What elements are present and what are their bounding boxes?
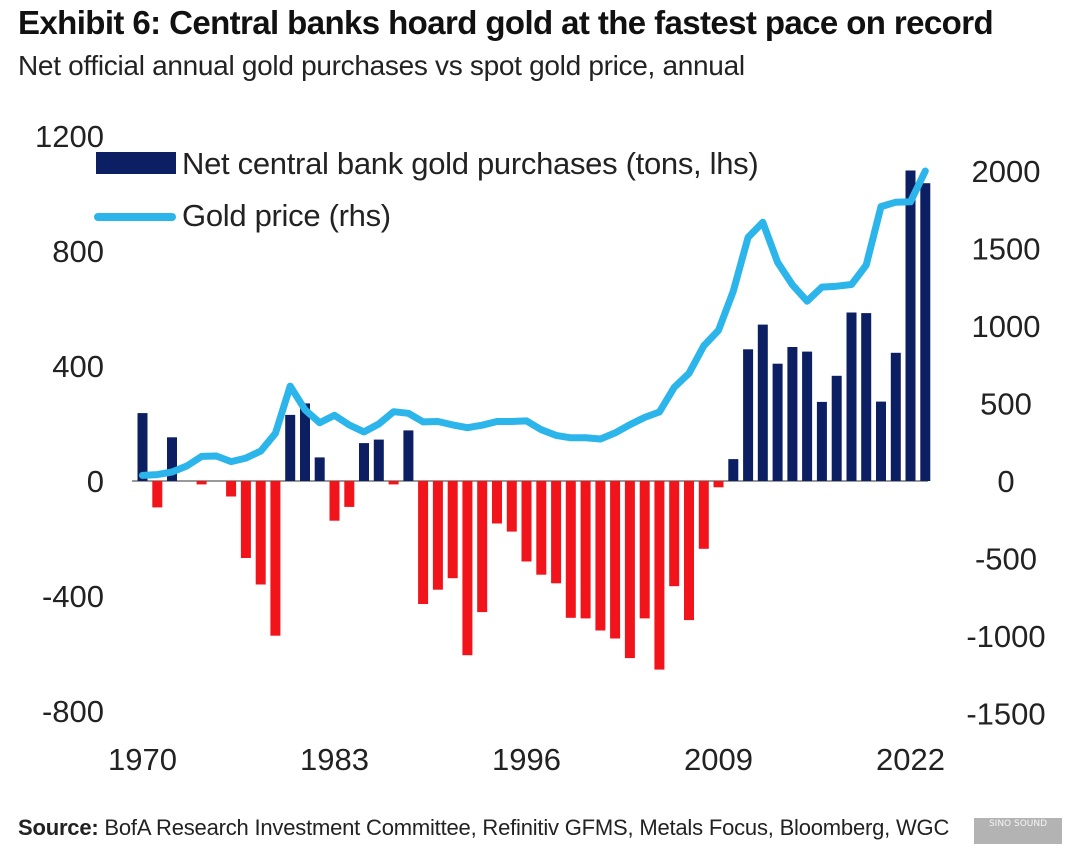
bar-1991 — [447, 481, 458, 579]
bar-2019 — [861, 313, 872, 481]
x-tick-label: 1970 — [108, 742, 177, 777]
bar-2018 — [846, 312, 857, 481]
bar-2000 — [580, 481, 591, 619]
bar-2012 — [757, 324, 768, 481]
bar-2017 — [831, 375, 842, 481]
source-note: Source: BofA Research Investment Committ… — [18, 815, 949, 841]
left-tick-label: 1200 — [35, 119, 104, 154]
bar-2009 — [713, 481, 724, 488]
right-tick-label: -500 — [975, 542, 1037, 577]
bar-2010 — [728, 459, 739, 481]
bar-2011 — [743, 349, 754, 481]
bar-1982 — [314, 457, 325, 481]
bar-1978 — [255, 481, 266, 585]
bar-2022 — [905, 170, 916, 481]
right-tick-label: 500 — [980, 387, 1032, 422]
source-text: BofA Research Investment Committee, Refi… — [98, 815, 950, 840]
bar-2005 — [654, 481, 665, 670]
bar-1972 — [167, 437, 177, 481]
bar-1995 — [506, 481, 517, 532]
bar-1990 — [432, 481, 443, 590]
bar-1971 — [152, 481, 163, 508]
watermark-logo: SINO SOUND — [974, 818, 1062, 844]
chart-canvas: 1200 800 400 0 -400 -800 2000 1500 1000 500 0 -500 -… — [35, 119, 1046, 777]
bar-1992 — [462, 481, 473, 656]
bar-2006 — [669, 481, 680, 587]
bar-1985 — [359, 443, 369, 481]
chart-subtitle: Net official annual gold purchases vs sp… — [18, 50, 745, 81]
bar-2015 — [802, 351, 813, 481]
bar-1994 — [492, 481, 502, 524]
x-tick-label: 2022 — [876, 742, 945, 777]
bar-1977 — [240, 481, 251, 558]
left-tick-label: 0 — [87, 464, 104, 499]
bar-2001 — [595, 481, 606, 631]
legend-bar-swatch — [96, 152, 176, 174]
bar-2023 — [920, 183, 931, 481]
left-tick-label: 800 — [52, 234, 104, 269]
source-label: Source: — [18, 815, 99, 840]
bar-2021 — [890, 352, 901, 481]
bar-1981 — [300, 403, 310, 481]
bar-1983 — [329, 481, 340, 521]
gold-price-line — [139, 167, 929, 479]
left-tick-label: -800 — [42, 694, 104, 729]
bar-2002 — [610, 481, 621, 639]
legend-bar-label: Net central bank gold purchases (tons, l… — [182, 146, 759, 181]
right-tick-label: 0 — [997, 464, 1014, 499]
bar-1974 — [196, 481, 207, 485]
bar-2004 — [639, 481, 650, 619]
bar-2003 — [624, 481, 635, 659]
bar-1976 — [226, 481, 237, 497]
bar-1996 — [521, 481, 532, 562]
bar-2016 — [816, 401, 827, 481]
bar-2014 — [787, 347, 798, 481]
bar-1980 — [285, 414, 296, 481]
right-tick-label: 2000 — [972, 154, 1041, 189]
bar-1999 — [565, 481, 576, 618]
right-tick-label: -1000 — [966, 619, 1045, 654]
x-tick-label: 2009 — [684, 742, 753, 777]
bar-2020 — [876, 401, 886, 481]
bar-2008 — [698, 481, 709, 549]
bar-2013 — [772, 363, 783, 481]
bar-1986 — [373, 439, 384, 481]
x-tick-label: 1983 — [300, 742, 369, 777]
right-tick-label: 1500 — [972, 232, 1041, 267]
left-tick-label: 400 — [52, 349, 104, 384]
bar-1993 — [477, 481, 488, 613]
bar-1979 — [270, 481, 281, 636]
left-tick-label: -400 — [42, 579, 104, 614]
legend-line-swatch — [94, 213, 176, 221]
bar-1970 — [137, 413, 148, 481]
chart-title: Exhibit 6: Central banks hoard gold at t… — [18, 4, 994, 41]
legend-line-label: Gold price (rhs) — [182, 198, 391, 233]
bar-1998 — [551, 481, 562, 584]
right-tick-label: 1000 — [972, 309, 1041, 344]
bar-1987 — [388, 481, 399, 485]
x-tick-label: 1996 — [492, 742, 561, 777]
bar-2007 — [684, 481, 694, 621]
bar-1997 — [536, 481, 547, 575]
bar-1989 — [418, 481, 429, 604]
right-tick-label: -1500 — [966, 697, 1045, 732]
bar-1988 — [403, 430, 414, 481]
bar-1984 — [344, 481, 355, 507]
